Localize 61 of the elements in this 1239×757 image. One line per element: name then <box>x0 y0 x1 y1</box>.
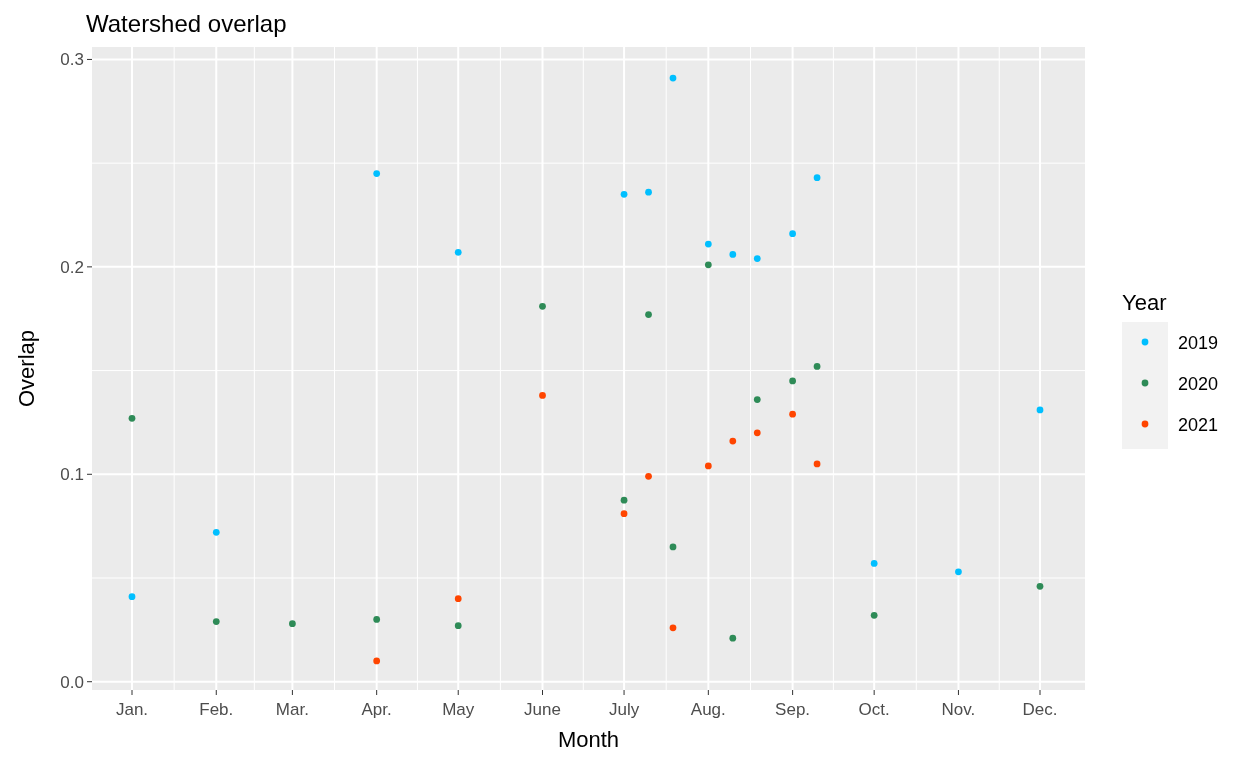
point <box>813 460 821 468</box>
point <box>1036 406 1044 414</box>
x-tick-label: Aug. <box>690 700 726 719</box>
y-tick-label: 0.1 <box>60 465 84 485</box>
x-tick-label: May <box>442 700 475 719</box>
y-axis-title: Overlap <box>14 329 39 408</box>
point <box>704 240 712 248</box>
point <box>789 410 796 418</box>
y-tick-label: 0.3 <box>60 50 84 70</box>
point <box>729 634 737 642</box>
point <box>729 437 737 445</box>
point <box>645 311 652 318</box>
point <box>373 170 381 177</box>
point <box>870 560 878 567</box>
point <box>669 543 677 551</box>
point <box>669 74 677 82</box>
x-tick-label: Jan. <box>115 700 149 719</box>
point <box>454 622 462 630</box>
point <box>729 251 737 258</box>
chart-title: Watershed overlap <box>86 10 287 37</box>
x-tick-label: Nov. <box>941 700 976 719</box>
point <box>620 496 628 504</box>
point <box>645 188 652 196</box>
point <box>704 462 712 470</box>
point <box>870 611 878 619</box>
point <box>373 616 381 623</box>
y-tick-label: 0.0 <box>60 672 84 692</box>
x-tick-label: Mar. <box>275 700 309 719</box>
point <box>704 261 712 269</box>
legend-label: 2019 <box>1178 333 1219 353</box>
point <box>753 429 761 437</box>
point <box>620 510 628 518</box>
y-tick-label: 0.2 <box>60 257 84 277</box>
x-tick-label: Oct. <box>858 700 890 719</box>
point <box>289 620 296 627</box>
point <box>645 472 652 480</box>
x-axis-title: Month <box>557 727 620 752</box>
x-tick-label: July <box>608 700 640 719</box>
point <box>620 190 628 198</box>
point <box>539 302 546 310</box>
point <box>1036 582 1044 590</box>
legend-label: 2021 <box>1178 415 1219 435</box>
x-tick-label: Sep. <box>775 700 811 719</box>
point <box>753 396 761 403</box>
point <box>669 624 677 632</box>
point <box>955 568 962 576</box>
legend-label: 2020 <box>1178 374 1219 394</box>
x-tick-label: Feb. <box>199 700 234 719</box>
point <box>454 595 462 603</box>
point <box>454 248 462 256</box>
point <box>813 174 821 182</box>
point <box>789 230 796 238</box>
x-tick-label: Apr. <box>361 700 392 719</box>
point <box>539 392 546 399</box>
point <box>813 363 821 370</box>
point <box>753 255 761 262</box>
legend-title: Year <box>1122 290 1167 315</box>
x-tick-label: June <box>524 700 561 719</box>
point <box>373 657 381 665</box>
point <box>789 377 796 385</box>
x-tick-label: Dec. <box>1022 700 1058 719</box>
